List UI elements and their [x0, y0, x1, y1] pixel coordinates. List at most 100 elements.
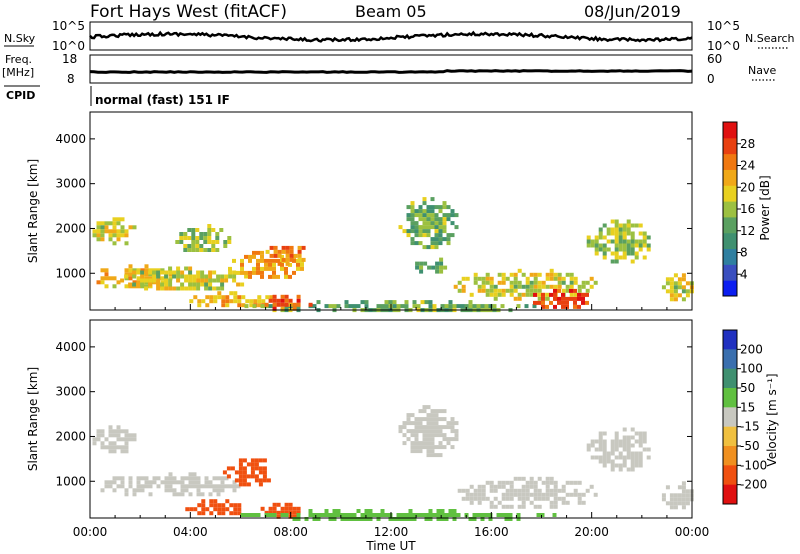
echo-cell [630, 435, 635, 440]
echo-cell [144, 268, 149, 273]
echo-cell [565, 272, 570, 277]
echo-cell [108, 237, 113, 242]
echo-cell [204, 278, 209, 283]
echo-cell [476, 304, 481, 309]
echo-cell [277, 261, 282, 266]
echo-cell [285, 249, 290, 254]
echo-cell [501, 288, 506, 293]
echo-cell [435, 269, 440, 274]
echo-cell [585, 288, 590, 293]
echo-cell [132, 488, 137, 493]
echo-cell [452, 517, 457, 521]
echo-cell [430, 421, 435, 426]
echo-cell [436, 517, 441, 521]
echo-cell [203, 248, 208, 252]
echo-cell [292, 258, 296, 263]
echo-cell [308, 513, 313, 517]
echo-cell [100, 268, 105, 273]
echo-cell [557, 288, 561, 293]
echo-cell [549, 276, 554, 281]
echo-cell [422, 201, 427, 206]
echo-cell [416, 304, 421, 309]
echo-cell [192, 282, 197, 287]
echo-cell [594, 447, 599, 452]
echo-cell [264, 258, 268, 263]
echo-cell [598, 247, 603, 252]
echo-cell [237, 503, 242, 508]
echo-cell [200, 274, 205, 279]
echo-cell [565, 480, 570, 485]
echo-cell [360, 517, 365, 521]
echo-cell [426, 417, 431, 422]
echo-cell [430, 197, 435, 202]
echo-cell [296, 294, 301, 299]
echo-cell [500, 513, 505, 517]
echo-cell [364, 517, 369, 521]
echo-cell [250, 458, 255, 463]
echo-cell [565, 300, 569, 305]
echo-cell [376, 513, 381, 517]
echo-cell [557, 496, 562, 501]
echo-cell [614, 243, 619, 248]
echo-cell [610, 459, 615, 464]
echo-cell [685, 501, 690, 506]
echo-cell [200, 278, 205, 283]
echo-cell [204, 282, 209, 287]
echo-cell [148, 276, 153, 281]
echo-cell [396, 513, 401, 517]
echo-cell [252, 254, 256, 259]
colorbar-swatch [723, 330, 737, 350]
echo-cell [622, 251, 627, 256]
echo-cell [422, 409, 427, 414]
colorbar-tick-label: 200 [740, 342, 763, 356]
echo-cell [426, 221, 431, 226]
echo-cell [669, 497, 674, 502]
echo-cell [414, 429, 419, 434]
echo-cell [577, 284, 582, 289]
echo-cell [197, 303, 202, 308]
echo-cell [238, 482, 243, 487]
echo-cell [414, 433, 419, 438]
echo-cell [260, 266, 264, 271]
echo-cell [602, 247, 607, 252]
nave-label: Nave [748, 64, 776, 77]
echo-cell [525, 280, 530, 285]
echo-cell [244, 304, 249, 309]
echo-cell [533, 492, 538, 497]
echo-cell [332, 509, 337, 513]
echo-cell [100, 488, 105, 493]
echo-cell [233, 503, 238, 508]
echo-cell [280, 513, 285, 517]
echo-cell [160, 280, 165, 285]
echo-cell [179, 232, 184, 236]
echo-cell [256, 270, 260, 275]
echo-cell [104, 276, 109, 281]
echo-cell [116, 437, 121, 442]
echo-cell [96, 221, 101, 226]
echo-cell [426, 429, 431, 434]
echo-cell [614, 443, 619, 448]
echo-cell [260, 304, 265, 309]
echo-cell [477, 488, 482, 493]
echo-cell [685, 497, 690, 502]
echo-cell [685, 493, 690, 498]
echo-cell [277, 253, 282, 258]
echo-cell [199, 244, 204, 248]
echo-cell [573, 296, 577, 301]
echo-cell [473, 276, 478, 281]
echo-cell [221, 295, 226, 300]
echo-cell [100, 233, 105, 238]
echo-cell [422, 405, 427, 410]
echo-cell [634, 239, 639, 244]
echo-cell [116, 280, 121, 285]
echo-cell [164, 274, 169, 279]
echo-cell [598, 231, 603, 236]
echo-cell [545, 496, 550, 501]
colorbar-tick-label: 28 [740, 137, 755, 151]
echo-cell [272, 306, 277, 311]
echo-cell [268, 274, 272, 279]
echo-cell [262, 470, 267, 475]
echo-cell [193, 295, 198, 300]
echo-cell [618, 231, 623, 236]
echo-cell [606, 459, 611, 464]
